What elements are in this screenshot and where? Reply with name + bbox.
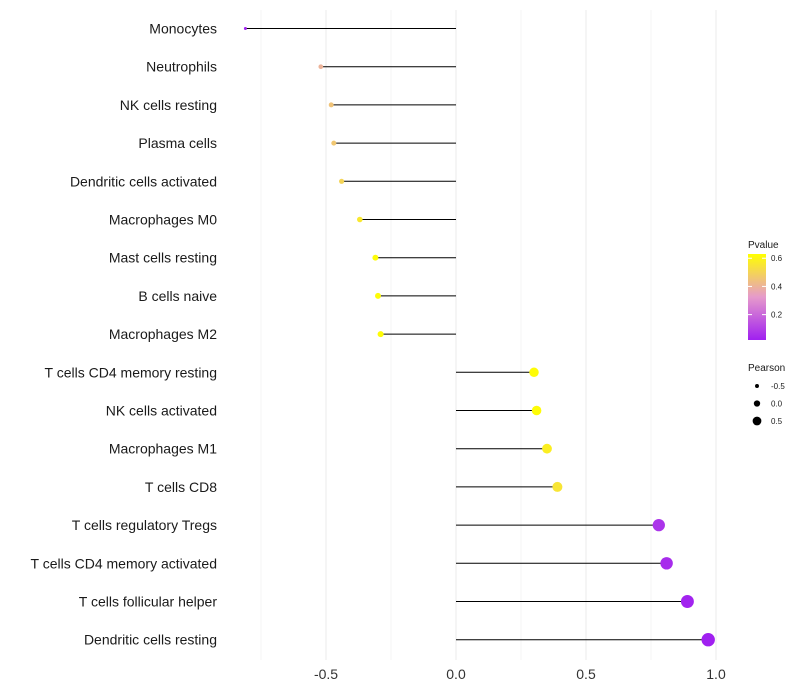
lollipop-dot [243,27,247,30]
category-label: Macrophages M0 [109,212,217,228]
x-tick-label: -0.5 [314,666,338,682]
category-label: B cells naive [138,288,217,304]
x-tick-label: 1.0 [706,666,726,682]
size-legend-label: -0.5 [771,382,785,391]
colorbar-tick-label: 0.4 [771,282,783,291]
category-label: Mast cells resting [109,250,217,266]
lollipop-dot [660,557,673,570]
category-label: Monocytes [149,21,217,37]
lollipop-sticks [245,28,709,641]
lollipop-dot [331,140,337,146]
lollipop-dot [552,481,563,492]
category-label: Macrophages M2 [109,326,217,342]
lollipop-dots [243,27,715,647]
lollipop-dot [357,216,363,223]
size-legend-dot [755,384,759,388]
lollipop-dot [318,64,324,70]
lollipop-dot [377,331,384,338]
lollipop-dot [701,633,715,647]
pvalue-legend: Pvalue 0.6 0.4 0.2 [748,240,783,340]
category-label: Dendritic cells activated [70,173,217,189]
category-label: Macrophages M1 [109,441,217,457]
lollipop-dot [531,405,542,416]
category-label: NK cells resting [120,97,217,113]
lollipop-dot [339,178,345,184]
size-legend-label: 0.0 [771,400,783,409]
category-label: Neutrophils [146,59,217,75]
lollipop-dot [680,595,694,608]
x-tick-label: 0.0 [446,666,466,682]
x-axis-ticks: -0.5 0.0 0.5 1.0 [314,666,726,682]
pearson-legend-title: Pearson [748,363,785,374]
category-label: Plasma cells [138,135,217,151]
category-label: T cells CD8 [145,479,217,495]
pvalue-legend-title: Pvalue [748,240,779,251]
lollipop-dot [328,102,334,108]
category-label: T cells regulatory Tregs [72,517,217,533]
size-legend-label: 0.5 [771,417,783,426]
colorbar-tick-label: 0.2 [771,311,783,320]
lollipop-dot [375,292,381,299]
grid [260,10,717,660]
category-label: Dendritic cells resting [84,632,217,648]
category-label: T cells CD4 memory activated [31,555,217,571]
lollipop-dot [372,254,379,261]
x-tick-label: 0.5 [576,666,596,682]
lollipop-dot [529,367,539,378]
category-labels: Monocytes Neutrophils NK cells resting Plas… [31,21,218,648]
lollipop-dot [652,518,665,532]
size-legend-dot [753,400,761,407]
size-legend-dot [752,416,762,426]
category-label: NK cells activated [106,403,217,419]
pearson-legend: Pearson -0.5 0.0 0.5 [748,363,785,426]
pvalue-colorbar [748,254,766,340]
lollipop-dot [542,443,552,454]
category-label: T cells CD4 memory resting [45,364,217,380]
category-label: T cells follicular helper [79,594,218,610]
colorbar-tick-label: 0.6 [771,254,783,263]
